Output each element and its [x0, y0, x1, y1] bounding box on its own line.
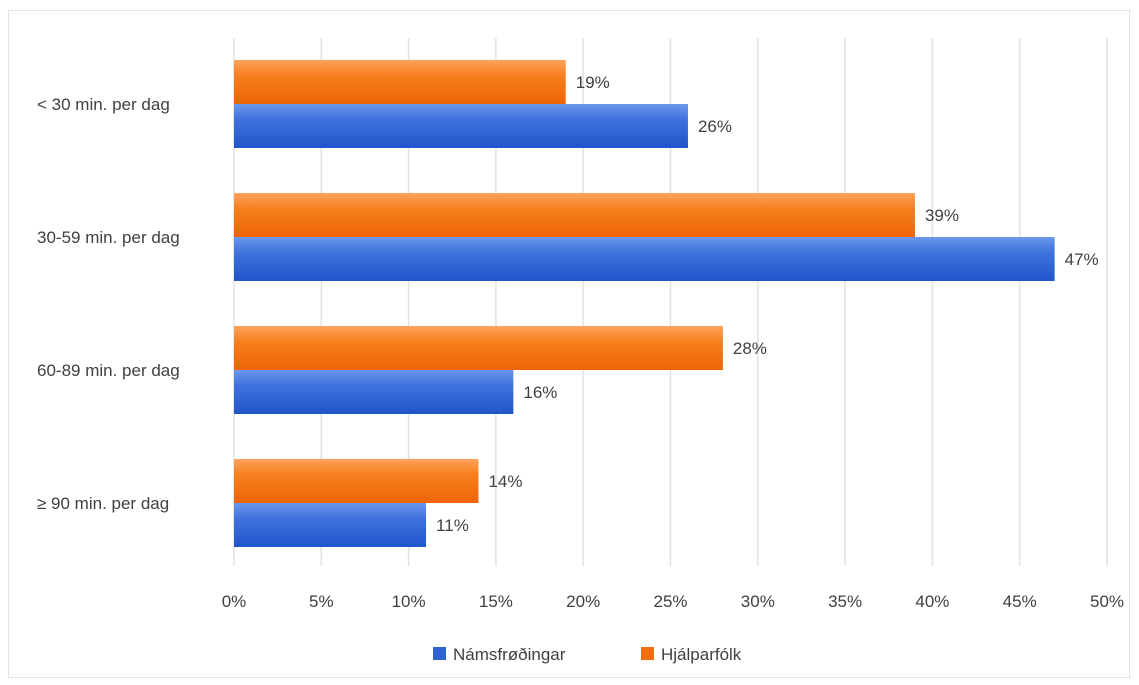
legend-label-n-msfr-ingar: Námsfrøðingar — [453, 645, 566, 664]
category-label-2: 60-89 min. per dag — [37, 361, 180, 380]
category-label-0: < 30 min. per dag — [37, 95, 170, 114]
data-label-hj-lparf-lk-0: 19% — [576, 73, 610, 92]
data-label-hj-lparf-lk-1: 39% — [925, 206, 959, 225]
x-tick-label-20: 20% — [566, 592, 600, 611]
x-tick-label-35: 35% — [828, 592, 862, 611]
category-label-1: 30-59 min. per dag — [37, 228, 180, 247]
x-tick-label-10: 10% — [392, 592, 426, 611]
bar-n-msfr-ingar-1 — [234, 237, 1055, 281]
x-tick-label-50: 50% — [1090, 592, 1124, 611]
x-tick-label-40: 40% — [915, 592, 949, 611]
bars — [234, 60, 1055, 547]
data-label-n-msfr-ingar-1: 47% — [1065, 250, 1099, 269]
x-tick-label-5: 5% — [309, 592, 334, 611]
data-label-hj-lparf-lk-3: 14% — [488, 472, 522, 491]
legend-swatch-n-msfr-ingar — [433, 647, 446, 660]
x-tick-label-0: 0% — [222, 592, 247, 611]
x-tick-label-25: 25% — [653, 592, 687, 611]
data-label-n-msfr-ingar-2: 16% — [523, 383, 557, 402]
x-tick-label-15: 15% — [479, 592, 513, 611]
x-tick-label-45: 45% — [1003, 592, 1037, 611]
labels: 0% 5% 10% 15% 20% 25% 30% 35% 40% 45% 50% < 30 min.… — [37, 73, 1124, 611]
legend-swatch-hj-lparf-lk — [641, 647, 654, 660]
legend-label-hj-lparf-lk: Hjálparfólk — [661, 645, 742, 664]
legend: Námsfrøðingar Hjálparfólk — [433, 645, 742, 664]
data-label-n-msfr-ingar-3: 11% — [436, 516, 469, 535]
bar-hj-lparf-lk-2 — [234, 326, 723, 370]
x-tick-label-30: 30% — [741, 592, 775, 611]
category-label-3: ≥ 90 min. per dag — [37, 494, 169, 513]
bar-hj-lparf-lk-1 — [234, 193, 915, 237]
data-label-hj-lparf-lk-2: 28% — [733, 339, 767, 358]
bar-n-msfr-ingar-3 — [234, 503, 427, 547]
bar-hj-lparf-lk-3 — [234, 459, 479, 503]
bar-n-msfr-ingar-2 — [234, 370, 514, 414]
bar-hj-lparf-lk-0 — [234, 60, 566, 104]
data-label-n-msfr-ingar-0: 26% — [698, 117, 732, 136]
bar-n-msfr-ingar-0 — [234, 104, 688, 148]
